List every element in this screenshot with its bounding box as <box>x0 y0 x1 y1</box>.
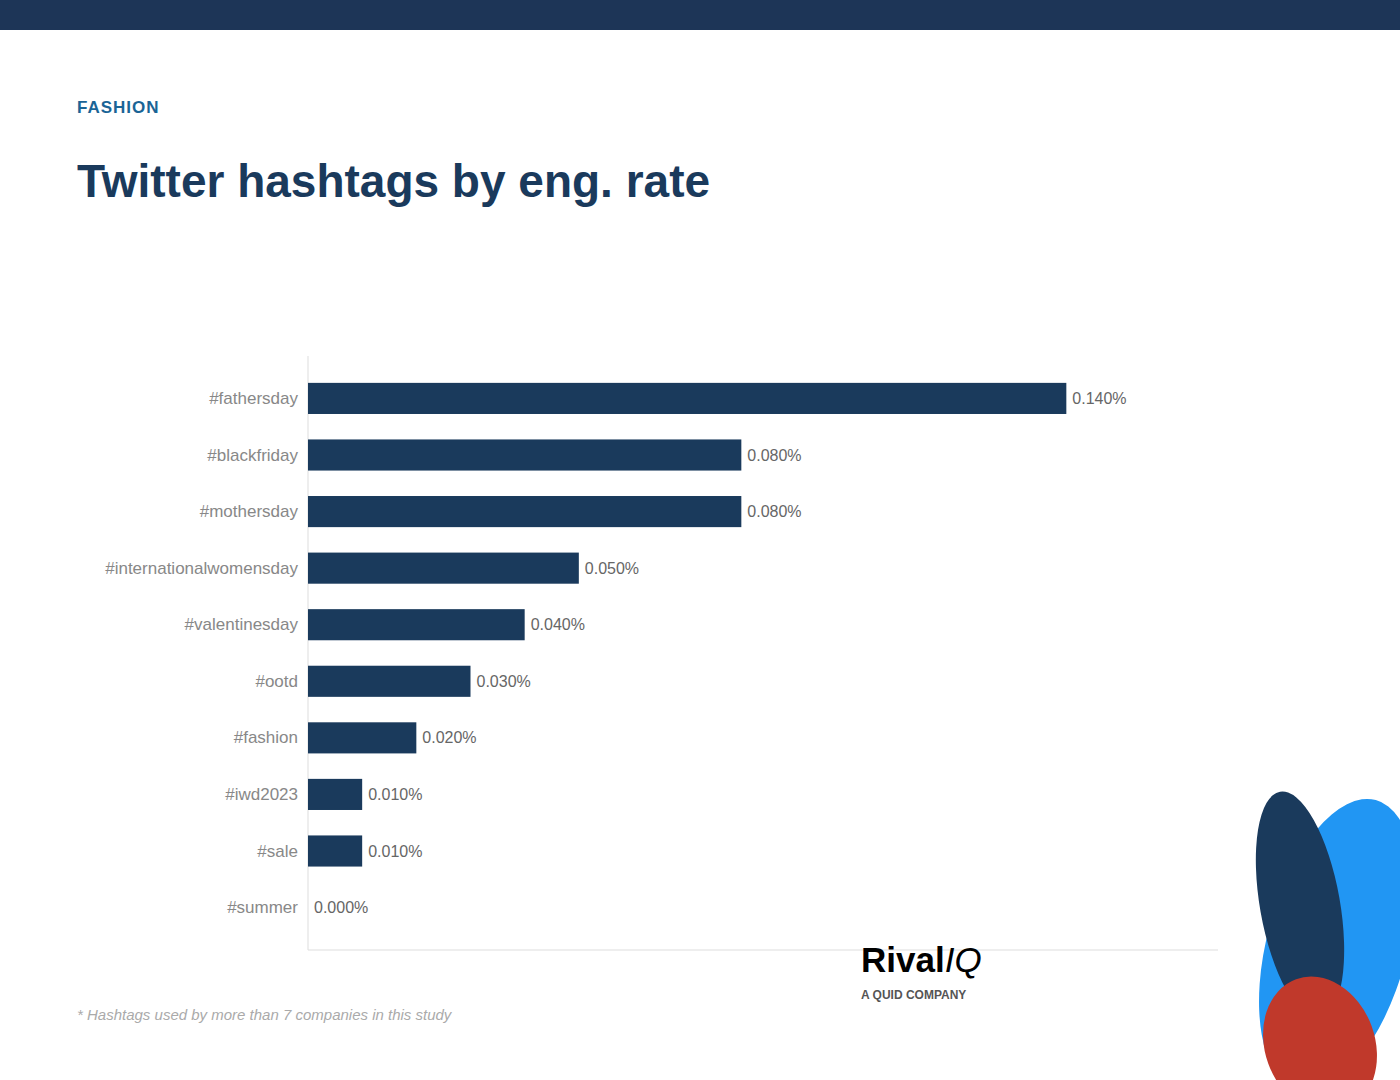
data-label: 0.050% <box>585 560 639 577</box>
top-stripe <box>0 0 1400 30</box>
category-label: #sale <box>257 842 298 861</box>
logo-sub: A QUID COMPANY <box>861 988 966 1002</box>
category-label: #mothersday <box>200 502 299 521</box>
bar <box>308 779 362 810</box>
data-label: 0.080% <box>747 447 801 464</box>
data-label: 0.140% <box>1072 390 1126 407</box>
background <box>0 0 1400 1080</box>
logo: RivalIQ <box>861 940 982 979</box>
category-label: #internationalwomensday <box>105 559 298 578</box>
category-label: #summer <box>227 898 298 917</box>
decor-blob <box>1244 960 1395 1080</box>
chart-svg: FASHION Twitter hashtags by eng. rate #fat… <box>0 0 1400 1080</box>
category-label: #fathersday <box>209 389 298 408</box>
data-label: 0.020% <box>422 729 476 746</box>
labels: #fathersday 0.140% #blackfriday 0.080% #moth… <box>105 389 1126 917</box>
category-label: #blackfriday <box>207 446 298 465</box>
bar <box>308 439 741 470</box>
bar <box>308 835 362 866</box>
bar <box>308 553 579 584</box>
bar <box>308 722 416 753</box>
bars <box>308 383 1066 867</box>
bar <box>308 892 309 923</box>
category-label: #fashion <box>234 728 298 747</box>
footnote: * Hashtags used by more than 7 companies… <box>77 1006 453 1023</box>
x-axis-line <box>308 950 1218 951</box>
logo-light: IQ <box>945 940 982 979</box>
decoration <box>1231 782 1400 1080</box>
title: Twitter hashtags by eng. rate <box>77 155 710 207</box>
category-label: #ootd <box>255 672 298 691</box>
bar <box>308 383 1066 414</box>
bar <box>308 609 525 640</box>
logo-bold: Rival <box>861 940 945 979</box>
data-label: 0.000% <box>314 899 368 916</box>
data-label: 0.080% <box>747 503 801 520</box>
data-label: 0.030% <box>477 673 531 690</box>
data-label: 0.010% <box>368 786 422 803</box>
chart-root: FASHION Twitter hashtags by eng. rate #fat… <box>0 0 1400 1080</box>
bar <box>308 496 741 527</box>
bar <box>308 666 471 697</box>
data-label: 0.040% <box>531 616 585 633</box>
category-label: #iwd2023 <box>225 785 298 804</box>
kicker: FASHION <box>77 98 160 117</box>
data-label: 0.010% <box>368 843 422 860</box>
category-label: #valentinesday <box>185 615 299 634</box>
